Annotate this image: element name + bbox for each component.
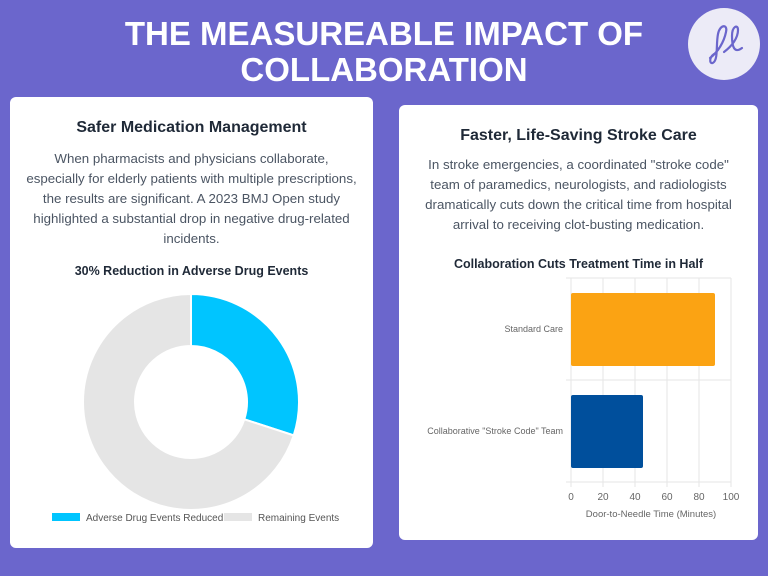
x-tick-label: 80	[693, 492, 705, 503]
left-card: Safer Medication Management When pharmac…	[10, 97, 373, 548]
x-tick-label: 0	[568, 492, 574, 503]
x-tick-label: 100	[723, 492, 740, 503]
right-card: Faster, Life-Saving Stroke Care In strok…	[399, 105, 758, 540]
x-tick-label: 20	[597, 492, 609, 503]
title-line-2: COLLABORATION	[240, 51, 528, 88]
x-tick-label: 40	[629, 492, 641, 503]
legend-label: Remaining Events	[258, 513, 339, 524]
legend-swatch	[52, 513, 80, 521]
title-line-1: THE MEASUREABLE IMPACT OF	[124, 15, 644, 52]
bar	[571, 293, 715, 366]
x-tick-label: 60	[661, 492, 673, 503]
right-card-body: In stroke emergencies, a coordinated "st…	[425, 157, 732, 232]
legend-label: Adverse Drug Events Reduced	[86, 513, 223, 524]
left-card-heading: Safer Medication Management	[76, 119, 307, 136]
y-category-label: Collaborative "Stroke Code" Team	[427, 426, 563, 436]
bar-title: Collaboration Cuts Treatment Time in Hal…	[453, 257, 704, 271]
logo	[688, 8, 760, 80]
x-axis-label: Door-to-Needle Time (Minutes)	[586, 509, 716, 520]
donut-title: 30% Reduction in Adverse Drug Events	[74, 264, 309, 278]
right-card-heading: Faster, Life-Saving Stroke Care	[460, 127, 697, 144]
donut-chart: Adverse Drug Events Reduced Remaining Eve…	[52, 292, 339, 524]
y-category-label: Standard Care	[504, 324, 563, 334]
donut-slice	[190, 292, 300, 437]
donut-slice	[82, 292, 295, 511]
bar-chart: 0 20 40 60 80 100 Standard Care Collaborative "…	[427, 277, 740, 520]
page-title: THE MEASUREABLE IMPACT OF COLLABORATION	[0, 16, 768, 88]
bar	[571, 395, 643, 468]
legend-swatch	[224, 513, 252, 521]
left-card-body: When pharmacists and physicians collabor…	[26, 151, 357, 246]
